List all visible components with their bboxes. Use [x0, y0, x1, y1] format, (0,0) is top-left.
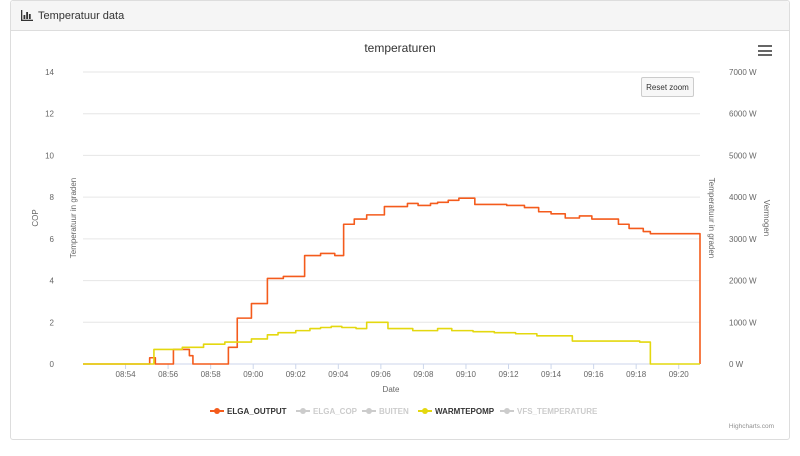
- legend-item-elga-output[interactable]: ELGA_OUTPUT: [227, 407, 287, 416]
- hamburger-menu-icon[interactable]: [758, 45, 772, 58]
- y-axis-title-cop: COP: [31, 209, 40, 226]
- x-axis-title: Date: [383, 385, 400, 394]
- highcharts-credit[interactable]: Highcharts.com: [728, 423, 774, 430]
- legend-symbol-marker: [504, 408, 510, 414]
- legend-symbol-marker: [300, 408, 306, 414]
- bar-chart-icon: [21, 10, 33, 21]
- y-axis-title-temp_left: Temperatuur in graden: [69, 178, 78, 259]
- series-line-elga-output: [83, 197, 701, 365]
- x-tick-label: 09:00: [243, 370, 264, 379]
- y-tick-label-vermogen: 7000 W: [729, 68, 757, 77]
- x-tick-label: 09:06: [371, 370, 392, 379]
- y-tick-label-vermogen: 3000 W: [729, 235, 757, 244]
- series-line-warmtepomp: [83, 321, 700, 365]
- panel-title: Temperatuur data: [38, 9, 125, 22]
- y-tick-label-cop: 2: [50, 318, 55, 327]
- x-tick-label: 09:14: [541, 370, 562, 379]
- y-tick-label-vermogen: 4000 W: [729, 193, 757, 202]
- x-tick-label: 09:16: [584, 370, 605, 379]
- y-tick-label-cop: 10: [45, 151, 54, 160]
- x-tick-label: 09:12: [499, 370, 520, 379]
- x-tick-label: 09:08: [413, 370, 434, 379]
- y-tick-label-vermogen: 0 W: [729, 360, 744, 369]
- y-tick-label-cop: 6: [50, 235, 55, 244]
- x-tick-label: 09:18: [626, 370, 647, 379]
- legend-symbol-marker: [214, 408, 220, 414]
- x-tick-label: 08:58: [201, 370, 222, 379]
- legend-item-vfs-temperature[interactable]: VFS_TEMPERATURE: [517, 407, 598, 416]
- legend-item-buiten[interactable]: BUITEN: [379, 407, 409, 416]
- y-tick-label-cop: 0: [50, 360, 55, 369]
- legend-item-warmtepomp[interactable]: WARMTEPOMP: [435, 407, 495, 416]
- y-axis-title-vermogen: Vermogen: [762, 200, 771, 236]
- y-tick-label-vermogen: 1000 W: [729, 318, 757, 327]
- y-tick-label-cop: 12: [45, 110, 54, 119]
- y-axis-title-temp_right: Temperatuur in graden: [707, 178, 716, 259]
- y-tick-label-vermogen: 5000 W: [729, 151, 757, 160]
- legend-item-elga-cop[interactable]: ELGA_COP: [313, 407, 358, 416]
- chart-panel: Temperatuur data: [10, 0, 790, 440]
- panel-heading: Temperatuur data: [11, 1, 789, 31]
- reset-zoom-button[interactable]: Reset zoom: [641, 77, 694, 97]
- y-tick-label-cop: 8: [50, 193, 55, 202]
- y-tick-label-cop: 4: [50, 277, 55, 286]
- x-tick-label: 09:04: [328, 370, 349, 379]
- x-tick-label: 09:02: [286, 370, 307, 379]
- y-tick-label-vermogen: 2000 W: [729, 277, 757, 286]
- x-tick-label: 09:10: [456, 370, 477, 379]
- x-tick-label: 08:56: [158, 370, 179, 379]
- legend-symbol-marker: [366, 408, 372, 414]
- x-tick-label: 09:20: [669, 370, 690, 379]
- y-tick-label-cop: 14: [45, 68, 54, 77]
- legend-symbol-marker: [422, 408, 428, 414]
- y-tick-label-vermogen: 6000 W: [729, 110, 757, 119]
- x-tick-label: 08:54: [116, 370, 137, 379]
- chart-title: temperaturen: [364, 41, 435, 55]
